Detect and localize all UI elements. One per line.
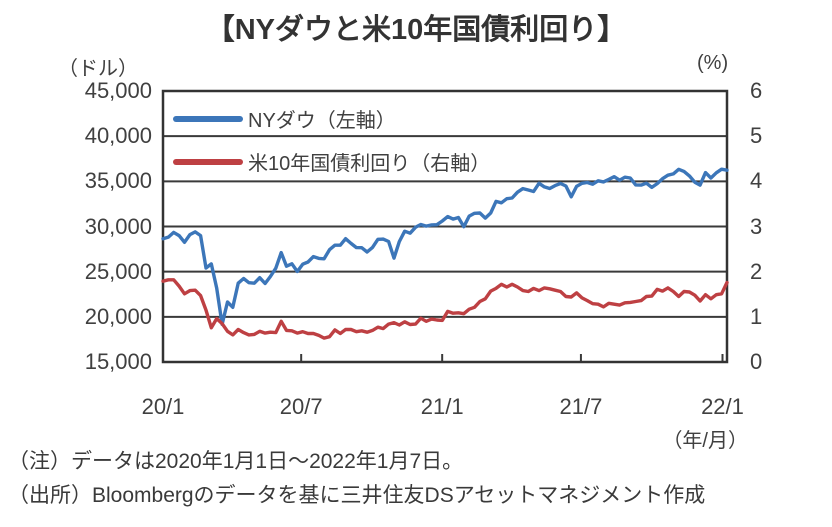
right-axis-tick-label: 2 [750,258,763,284]
left-axis-tick-label: 25,000 [84,258,152,284]
footnote-source: （出所）Bloombergのデータを基に三井住友DSアセットマネジメント作成 [8,484,706,507]
right-axis-tick-label: 3 [750,213,763,239]
right-axis-tick-label: 4 [750,168,763,194]
x-axis-unit-label: （年/月） [662,430,748,452]
chart-title: 【NYダウと米10年国債利回り】 [205,14,627,46]
right-axis-tick-label: 1 [750,303,763,329]
x-axis-tick-label: 21/7 [559,394,603,419]
right-axis-tick-label: 0 [750,349,763,374]
x-axis-tick-label: 20/7 [279,394,323,419]
left-axis-tick-label: 45,000 [84,78,152,103]
plot-area: NYダウ（左軸） 米10年国債利回り（右軸） [161,89,729,364]
ust10y-line-swatch [173,158,243,165]
x-axis-tick-label: 22/1 [701,394,744,419]
legend-label-nydow: NYダウ（左軸） [248,110,396,132]
nydow-line-swatch [173,115,243,122]
x-axis-tick-label: 21/1 [420,394,464,419]
right-axis-tick-label: 6 [750,78,763,103]
legend-item-nydow: NYダウ（左軸） [173,104,396,133]
legend-item-ust10y: 米10年国債利回り（右軸） [173,147,490,176]
left-axis-tick-label: 30,000 [84,213,152,239]
plot-border [161,89,729,364]
right-axis-tick-label: 5 [750,123,763,149]
ust10y-line-series [161,278,729,340]
left-axis-tick-label: 15,000 [84,349,152,374]
chart-canvas [161,89,729,364]
footnote-data-range: （注）データは2020年1月1日～2022年1月7日。 [8,450,464,473]
legend-label-ust10y: 米10年国債利回り（右軸） [248,153,491,175]
left-axis-tick-label: 40,000 [84,123,152,149]
left-axis-unit-label: （ドル） [58,58,138,80]
left-axis-tick-label: 20,000 [84,303,152,329]
nydow-line-series [161,167,729,327]
right-axis-unit-label: (%) [697,52,729,74]
left-axis-tick-label: 35,000 [84,168,152,194]
x-axis-tick-label: 20/1 [141,394,185,419]
